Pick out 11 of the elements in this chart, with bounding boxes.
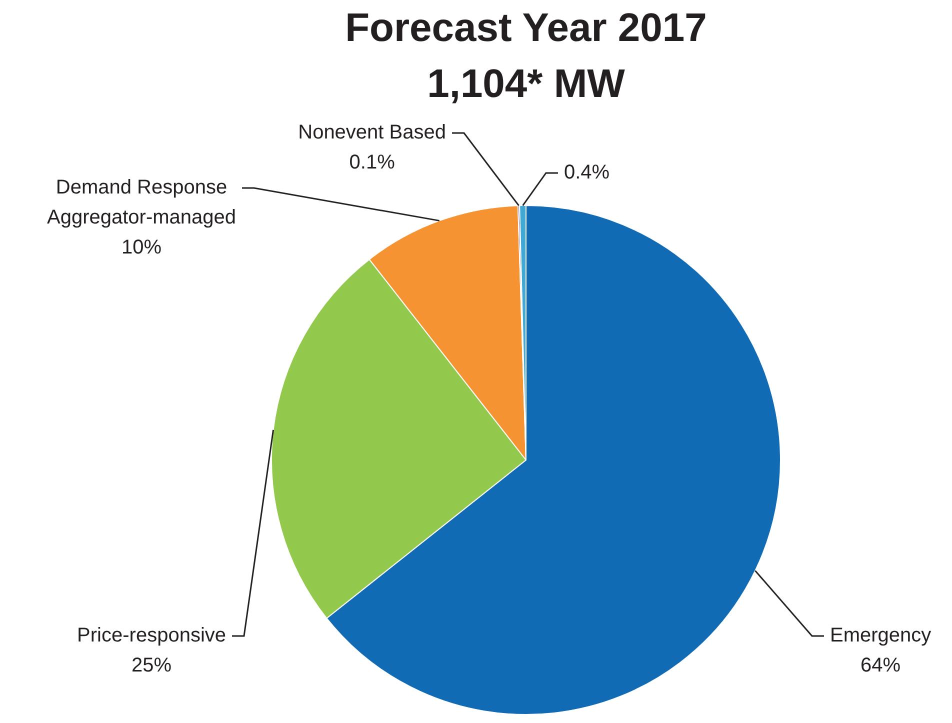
slice-label: Nonevent Based: [298, 122, 446, 144]
data-label: 0.1%: [349, 152, 396, 174]
chart-title: Forecast Year 2017: [345, 6, 707, 50]
data-label: 25%: [132, 654, 172, 677]
slice-label: Price-responsive: [77, 624, 226, 647]
slice-label: Emergency: [830, 624, 932, 647]
data-label: 0.4%: [564, 162, 610, 184]
slice-label: Demand Response Aggregator-managed: [46, 176, 236, 229]
data-label: 10%: [121, 236, 162, 259]
data-label: 64%: [860, 654, 901, 677]
chart-subtitle: 1,104* MW: [427, 62, 626, 106]
